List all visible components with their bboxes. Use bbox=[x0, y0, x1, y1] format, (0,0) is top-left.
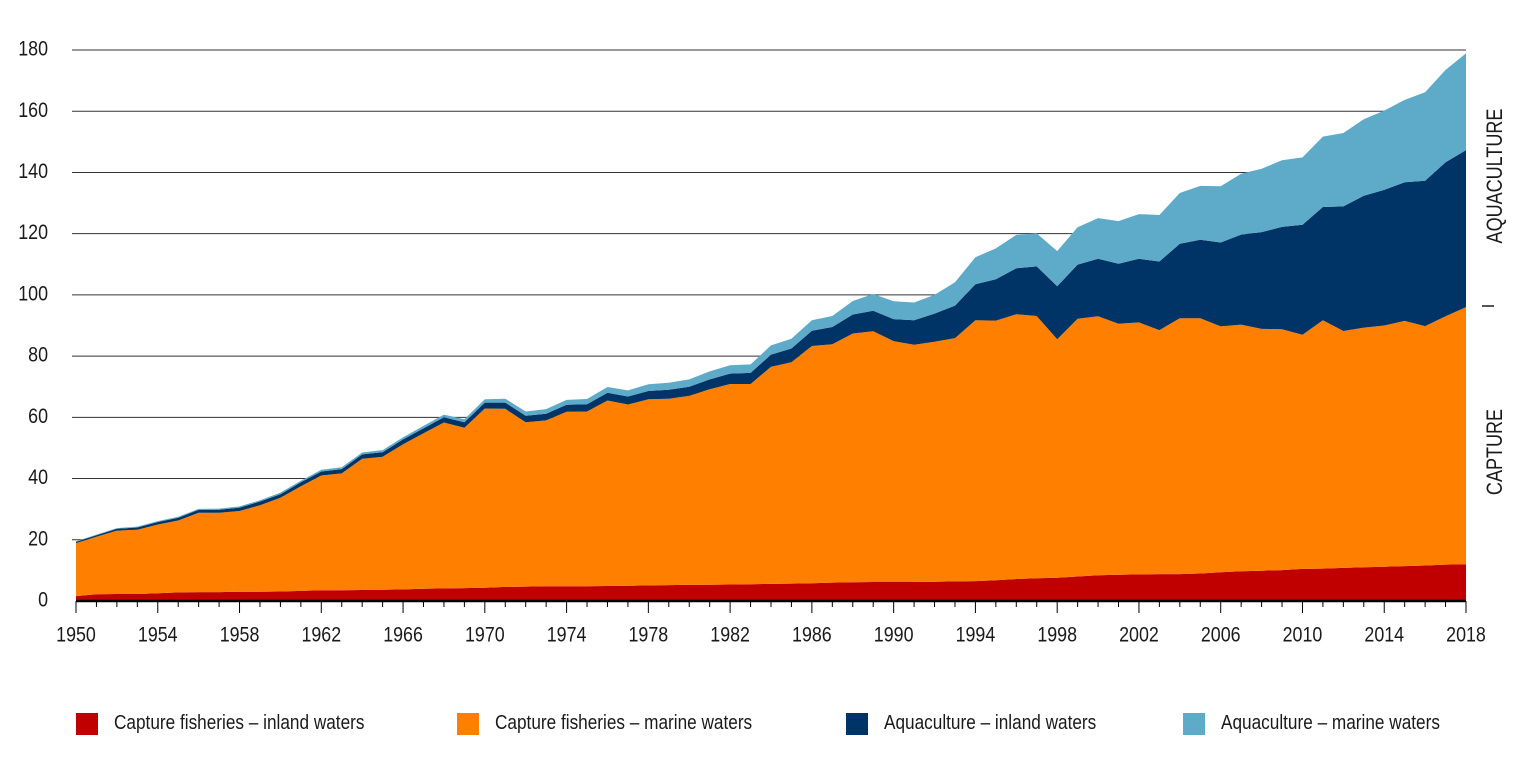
y-tick-label: 160 bbox=[18, 98, 48, 122]
x-tick-label: 2014 bbox=[1364, 623, 1404, 647]
tick-labels: 0 20 40 60 80 100 120 140 160 180 1950 1954 1958 1962… bbox=[18, 37, 1486, 647]
x-tick-label: 1994 bbox=[956, 623, 996, 647]
y-tick-label: 100 bbox=[18, 282, 48, 306]
side-label-capture: CAPTURE bbox=[1483, 409, 1507, 495]
area-series-layer bbox=[76, 53, 1466, 601]
x-tick-label: 2018 bbox=[1446, 623, 1486, 647]
axes bbox=[75, 599, 1467, 613]
x-tick-label: 1954 bbox=[138, 623, 178, 647]
y-tick-label: 20 bbox=[28, 527, 48, 551]
legend-item-aquaculture-marine: Aquaculture – marine waters bbox=[1183, 712, 1476, 735]
x-tick-label: 1958 bbox=[220, 623, 260, 647]
y-tick-label: 40 bbox=[28, 466, 48, 490]
legend-item-capture-inland: Capture fisheries – inland waters bbox=[76, 712, 405, 735]
x-tick-label: 2010 bbox=[1283, 623, 1323, 647]
legend-swatch-aquaculture-marine bbox=[1183, 712, 1206, 735]
legend-item-aquaculture-inland: Aquaculture – inland waters bbox=[846, 712, 1131, 735]
area-series-1 bbox=[76, 564, 1466, 601]
y-tick-label: 80 bbox=[28, 343, 48, 367]
x-tick-label: 1998 bbox=[1037, 623, 1077, 647]
legend-swatch-capture-inland bbox=[76, 712, 98, 735]
y-tick-label: 120 bbox=[18, 221, 48, 245]
x-tick-label: 1966 bbox=[383, 623, 423, 647]
x-tick-label: 1970 bbox=[465, 623, 505, 647]
area-series-2 bbox=[76, 307, 1466, 597]
y-tick-label: 60 bbox=[28, 405, 48, 429]
y-tick-label: 180 bbox=[18, 37, 48, 61]
x-tick-label: 1974 bbox=[547, 623, 587, 647]
stacked-area-chart: 0 20 40 60 80 100 120 140 160 180 1950 1954 1958 1962… bbox=[18, 37, 1507, 647]
x-tick-label: 1990 bbox=[874, 623, 914, 647]
side-labels: AQUACULTURE CAPTURE bbox=[1482, 109, 1507, 495]
x-tick-label: 2002 bbox=[1119, 623, 1159, 647]
y-tick-label: 0 bbox=[38, 588, 48, 612]
grid-lines bbox=[72, 49, 1466, 541]
legend-label-capture-inland: Capture fisheries – inland waters bbox=[114, 712, 365, 734]
side-label-aquaculture: AQUACULTURE bbox=[1483, 109, 1507, 244]
legend-swatch-aquaculture-inland bbox=[846, 712, 869, 735]
x-tick-label: 1982 bbox=[710, 623, 750, 647]
legend-label-aquaculture-marine: Aquaculture – marine waters bbox=[1221, 712, 1441, 734]
legend-label-aquaculture-inland: Aquaculture – inland waters bbox=[884, 712, 1097, 734]
x-tick-label: 2006 bbox=[1201, 623, 1241, 647]
legend-label-capture-marine: Capture fisheries – marine waters bbox=[495, 712, 753, 734]
x-tick-label: 1962 bbox=[301, 623, 341, 647]
x-tick-label: 1978 bbox=[629, 623, 669, 647]
legend-swatch-capture-marine bbox=[457, 712, 480, 735]
x-tick-label: 1950 bbox=[56, 623, 96, 647]
legend-item-capture-marine: Capture fisheries – marine waters bbox=[457, 712, 794, 735]
legend: Capture fisheries – inland waters Captur… bbox=[76, 712, 1528, 735]
x-tick-label: 1986 bbox=[792, 623, 832, 647]
y-tick-label: 140 bbox=[18, 160, 48, 184]
